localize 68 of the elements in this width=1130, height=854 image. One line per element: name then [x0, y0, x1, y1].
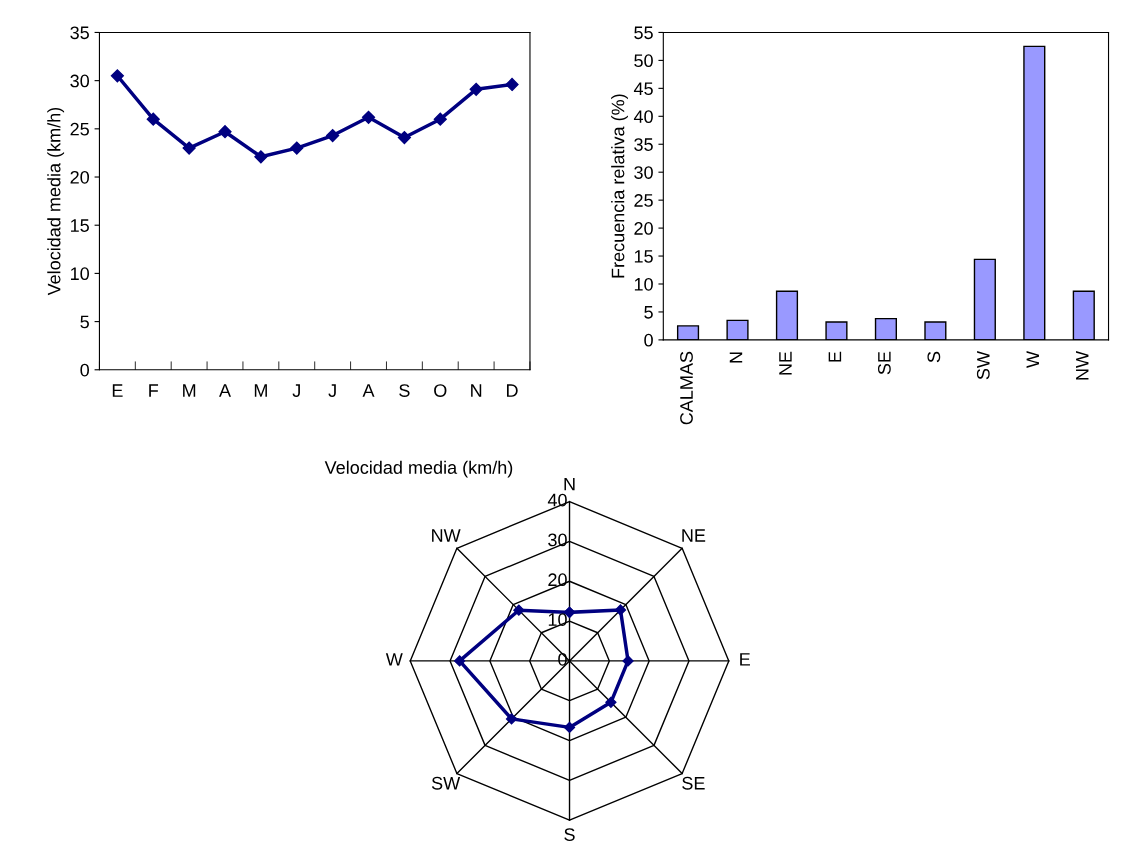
x-tick-label: J [328, 384, 336, 397]
y-tick-label: 20 [634, 222, 653, 235]
x-tick-label: W [1026, 351, 1039, 368]
y-tick-label: 0 [644, 333, 653, 347]
y-tick-label: 25 [70, 122, 89, 136]
point [254, 150, 268, 164]
x-tick-label: F [149, 384, 159, 397]
spoke-label: NE [682, 529, 706, 542]
x-tick-label: M [254, 384, 267, 397]
x-tick-label: SE [877, 351, 891, 375]
point [146, 112, 160, 126]
y-tick-label: 15 [634, 250, 653, 263]
x-tick-label: E [112, 384, 123, 397]
point [218, 125, 232, 139]
y-tick-label: 20 [70, 170, 90, 184]
x-tick-label: O [434, 384, 447, 397]
y-tick-label: 20 [548, 573, 567, 587]
y-tick-label: 30 [70, 74, 90, 88]
y-tick-label: 45 [633, 82, 653, 96]
y-tick-label: 50 [634, 54, 653, 68]
point [361, 110, 376, 124]
x-tick-label: CALMAS [680, 351, 693, 425]
point [505, 77, 519, 92]
spoke-label: SE [682, 776, 705, 790]
x-tick-label: E [828, 351, 842, 362]
x-tick-label: S [927, 351, 941, 363]
y-axis-title: Velocidad media (km/h) [47, 107, 65, 296]
y-tick-label: 30 [548, 533, 567, 547]
y-tick-label: 25 [634, 194, 653, 207]
y-tick-label: 15 [71, 219, 89, 232]
y-tick-label: 10 [634, 277, 653, 291]
point [469, 82, 483, 96]
x-tick-label: NW [1076, 351, 1089, 380]
y-tick-label: 5 [644, 306, 653, 319]
point [397, 130, 411, 145]
y-tick-label: 35 [70, 26, 89, 40]
x-tick-label: NE [779, 351, 792, 375]
point [433, 112, 447, 126]
point [182, 141, 196, 155]
x-tick-label: J [292, 384, 300, 397]
y-tick-label: 40 [633, 110, 653, 124]
y-tick-label: 35 [634, 138, 653, 151]
spoke-label: SW [431, 776, 461, 790]
y-tick-label: 30 [634, 166, 653, 179]
x-tick-label: D [506, 384, 518, 397]
point [290, 141, 304, 155]
y-tick-label: 10 [548, 613, 567, 626]
y-tick-label: 55 [634, 26, 653, 40]
y-axis-title: Frecuencia relativa (%) [611, 94, 628, 278]
x-tick-label: N [729, 352, 743, 363]
y-tick-label: 5 [80, 315, 89, 329]
x-tick-label: S [399, 384, 410, 397]
x-tick-label: SW [976, 351, 990, 380]
spoke-label: S [564, 828, 575, 841]
y-tick-label: 10 [71, 267, 90, 281]
spoke-label: W [385, 653, 403, 666]
point [110, 69, 124, 83]
y-tick-label: 0 [80, 363, 90, 377]
x-tick-label: M [183, 384, 196, 397]
x-tick-label: A [219, 384, 231, 397]
spoke-label: NW [432, 529, 461, 542]
spoke-label: N [564, 477, 575, 491]
x-tick-label: A [362, 384, 375, 397]
chart-title: Velocidad media (km/h) [324, 460, 513, 478]
point [326, 128, 340, 143]
x-tick-label: N [471, 384, 482, 397]
spoke-label: E [740, 653, 750, 666]
y-tick-label: 40 [547, 493, 567, 507]
